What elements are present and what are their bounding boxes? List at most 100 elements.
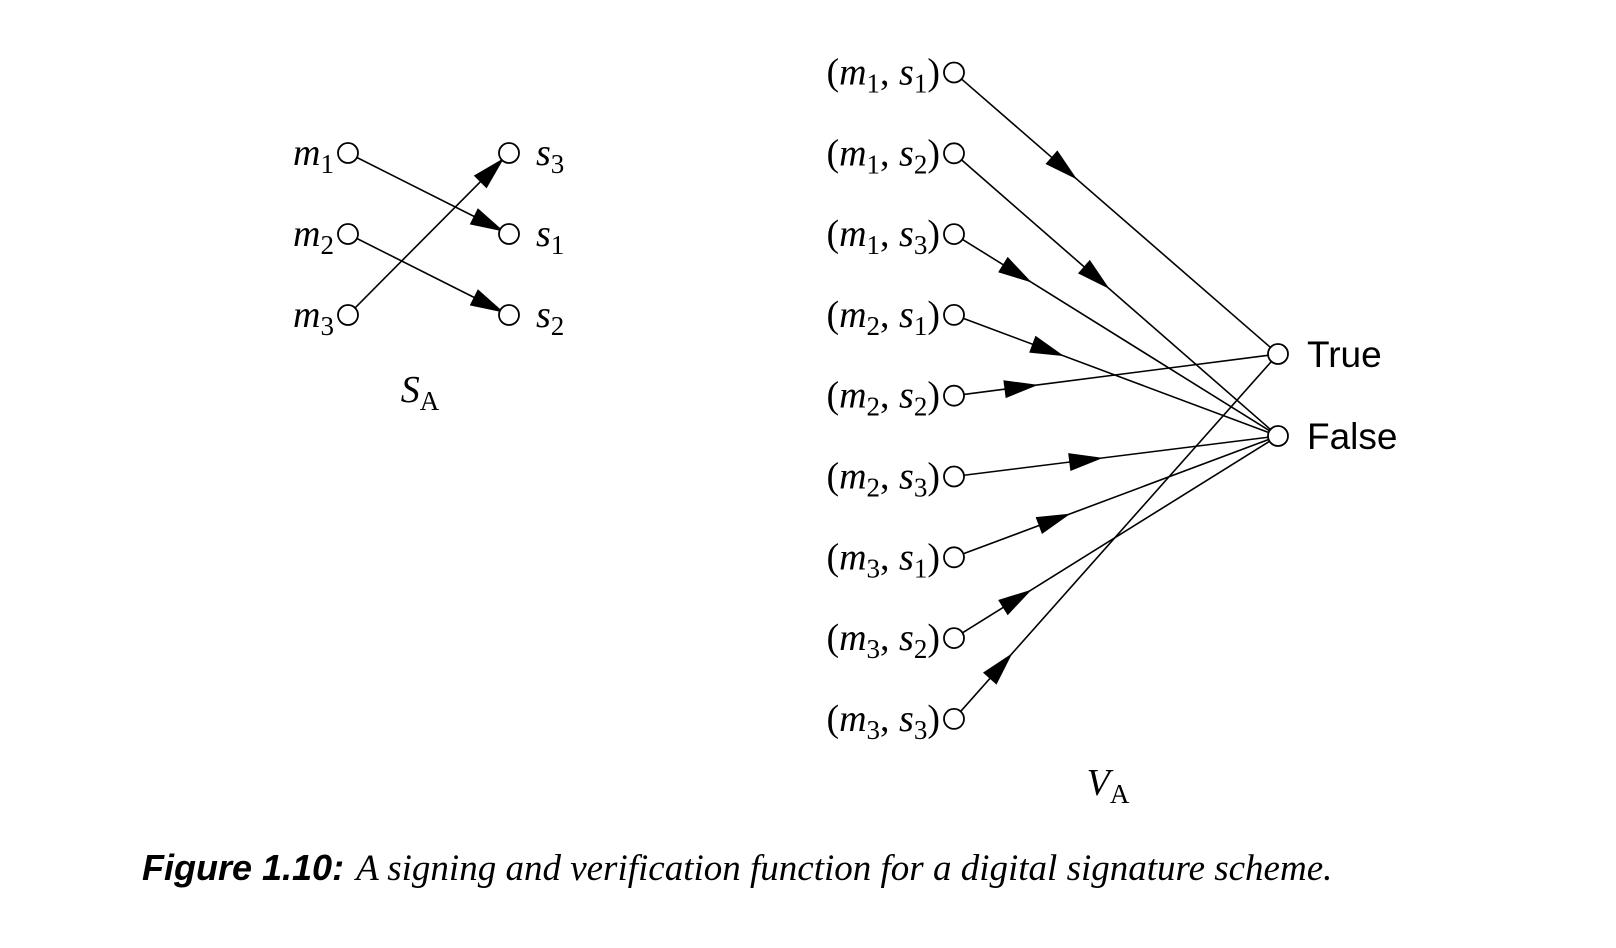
label-part: , (880, 375, 899, 417)
label-part: 2 (551, 311, 565, 341)
label-part: , (880, 536, 899, 578)
figure-text: A signing and verification function for … (353, 848, 1332, 889)
node (337, 223, 359, 245)
edge (960, 360, 1272, 712)
arrowhead (1035, 513, 1071, 534)
label-part: m (839, 375, 866, 417)
label-part: 1 (867, 69, 881, 99)
label-part: ( (826, 536, 839, 578)
arrowhead (469, 208, 505, 232)
label-part: ( (826, 698, 839, 740)
arrowhead (1003, 380, 1039, 399)
label-part: s (899, 698, 914, 740)
math-label: (m2, s3) (826, 456, 940, 503)
edge (354, 159, 503, 309)
arrowhead (469, 289, 505, 313)
label-part: 3 (867, 715, 881, 745)
label-part: m (839, 617, 866, 659)
label-part: ) (927, 132, 940, 174)
label-part: 3 (867, 634, 881, 664)
label-part: m (293, 294, 320, 336)
math-label: m2 (293, 213, 334, 260)
node (943, 465, 965, 488)
math-label: (m1, s3) (826, 213, 940, 260)
arrowhead (473, 157, 505, 189)
math-label: s1 (536, 213, 564, 260)
label-part: 3 (914, 473, 928, 503)
label-part: s (899, 213, 914, 255)
node (337, 142, 359, 164)
node (498, 304, 520, 326)
label-part: 3 (551, 149, 565, 179)
nodes (337, 61, 1289, 730)
node (498, 223, 520, 245)
label-part: 2 (867, 311, 881, 341)
label-part: , (880, 52, 899, 94)
math-label: m1 (293, 132, 334, 179)
label-part: m (293, 213, 320, 255)
label-part: ( (826, 456, 839, 498)
node (943, 627, 965, 649)
arrowhead (998, 256, 1032, 283)
node (943, 142, 965, 165)
label-part: m (839, 213, 866, 255)
label-part: 1 (321, 149, 335, 179)
arrowhead (1068, 453, 1104, 472)
label-part: 1 (914, 311, 928, 341)
edges (354, 78, 1272, 712)
edge (961, 78, 1271, 349)
label-part: ) (927, 213, 940, 255)
label-part: 1 (914, 69, 928, 99)
label-part: s (899, 294, 914, 336)
label-part: m (839, 294, 866, 336)
label-part: 1 (914, 553, 928, 583)
label-part: ( (826, 375, 839, 417)
label-part: 2 (867, 473, 881, 503)
label-part: s (899, 375, 914, 417)
label-part: 2 (321, 230, 335, 260)
label-part: 1 (867, 230, 881, 260)
label-part: 3 (914, 230, 928, 260)
label-part: s (899, 52, 914, 94)
label-part: 3 (321, 311, 335, 341)
arrowhead (983, 653, 1013, 685)
label-part: s (899, 132, 914, 174)
math-label: (m2, s1) (826, 294, 940, 341)
label-part: ) (927, 617, 940, 659)
math-label: s3 (536, 132, 564, 179)
label-part: ) (927, 456, 940, 498)
label-part: ) (927, 294, 940, 336)
label-part: ( (826, 52, 839, 94)
node (498, 142, 520, 164)
node (943, 303, 965, 326)
math-label: (m2, s2) (826, 375, 940, 422)
math-label: (m3, s2) (826, 617, 940, 664)
math-label: SA (401, 369, 440, 416)
label-part: 3 (914, 715, 928, 745)
label-part: s (536, 294, 551, 336)
label-part: 2 (867, 392, 881, 422)
output-label: False (1307, 416, 1397, 457)
math-label: VA (1087, 762, 1130, 809)
label-part: m (839, 698, 866, 740)
label-part: s (899, 617, 914, 659)
label-part: 2 (914, 149, 928, 179)
label-part: 2 (914, 392, 928, 422)
figure-number: Figure 1.10: (142, 847, 344, 888)
arrowhead (998, 589, 1032, 616)
arrowhead (1029, 335, 1065, 357)
node (943, 223, 965, 246)
label-part: V (1087, 762, 1114, 804)
label-part: ( (826, 294, 839, 336)
label-part: S (401, 369, 420, 411)
label-part: m (839, 536, 866, 578)
label-part: ( (826, 213, 839, 255)
label-part: A (420, 386, 440, 416)
label-part: m (839, 456, 866, 498)
label-part: 1 (867, 149, 881, 179)
edge (963, 438, 1269, 555)
label-part: , (880, 132, 899, 174)
label-part: 1 (551, 230, 565, 260)
